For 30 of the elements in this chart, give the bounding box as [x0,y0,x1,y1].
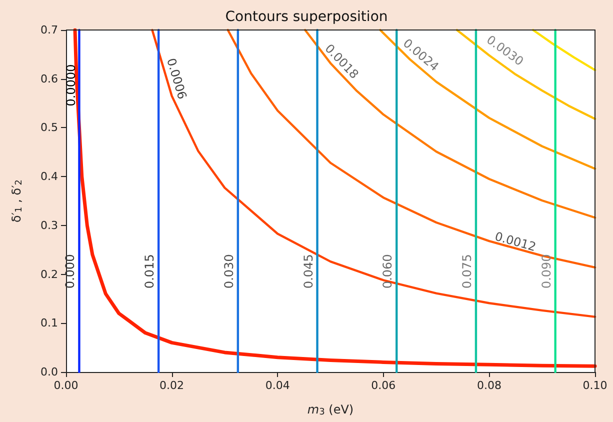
line-series [379,28,596,170]
annotation: 0.030 [222,254,236,289]
y-tick-label: 0.6 [40,72,58,86]
x-tick-label: 0.10 [582,379,608,392]
line-series [304,28,596,219]
y-tick-label: 0.4 [40,170,58,184]
x-tick-label: 0.00 [54,379,78,392]
y-tick-label: 0.3 [40,218,58,232]
annotation: 0.0006 [164,56,190,101]
annotation: 0.0012 [493,229,538,254]
y-axis-title: δ′1 , δ′2 [10,179,24,223]
chart-title: Contours superposition [225,9,388,25]
x-tick-label: 0.08 [476,379,502,392]
annotation: 0.060 [380,254,395,289]
y-tick-label: 0.7 [40,24,58,36]
annotation: 0.015 [142,254,157,289]
annotation: 0.000 [63,254,78,289]
y-tick-label: 0.1 [40,316,58,330]
x-tick-label: 0.06 [371,379,396,392]
x-tick-label: 0.02 [160,379,184,392]
annotation: 0.0000 [64,64,78,106]
x-tick-label: 0.04 [265,379,290,392]
annotation: 0.045 [301,254,316,289]
y-tick-label: 0.2 [40,268,58,281]
annotation: 0.075 [460,254,474,289]
y-tick-label: 0.0 [40,366,58,378]
line-series [456,28,596,120]
line-series [532,28,596,72]
y-tick-label: 0.5 [40,121,58,134]
annotation: 0.090 [539,254,554,289]
